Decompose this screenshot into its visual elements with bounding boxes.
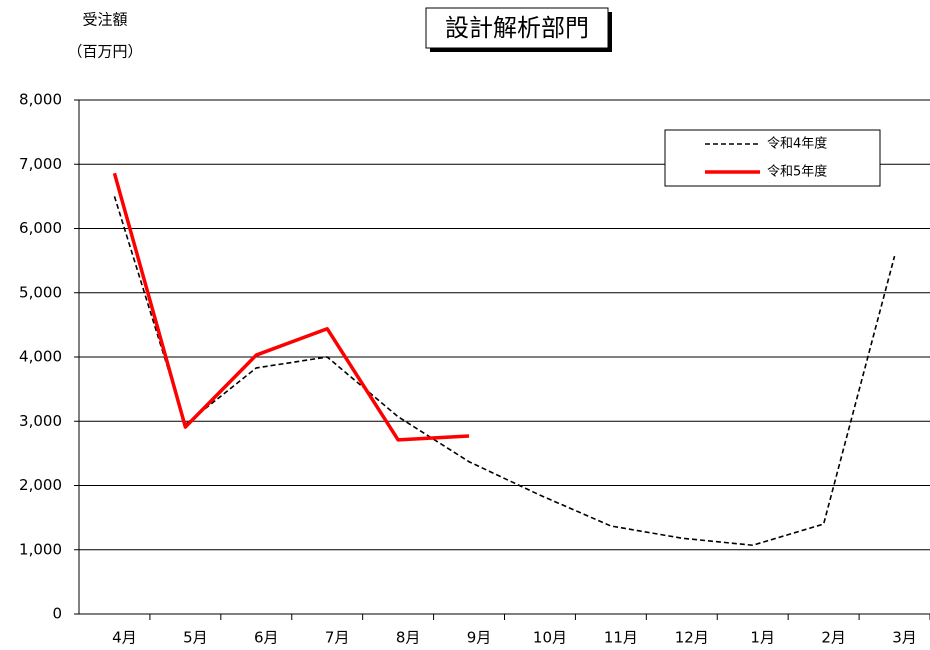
y-tick-label: 0 — [52, 605, 62, 623]
chart-title: 設計解析部門 — [445, 14, 589, 42]
y-tick-label: 5,000 — [19, 283, 62, 301]
x-tick-label: 1月 — [750, 629, 775, 647]
x-tick-label: 3月 — [892, 629, 917, 647]
x-tick-label: 4月 — [112, 629, 137, 647]
y-tick-label: 6,000 — [19, 219, 62, 237]
legend-label: 令和5年度 — [767, 164, 827, 180]
x-tick-label: 7月 — [325, 629, 350, 647]
legend-box — [664, 129, 881, 187]
y-axis-label: （百万円） — [67, 43, 142, 61]
x-tick-label: 8月 — [396, 629, 421, 647]
x-tick-label: 9月 — [467, 629, 492, 647]
y-tick-label: 2,000 — [19, 476, 62, 494]
x-tick-label: 11月 — [604, 629, 638, 647]
y-tick-label: 8,000 — [19, 91, 62, 109]
legend-label: 令和4年度 — [767, 136, 827, 152]
series-line — [113, 196, 896, 547]
y-axis-label: 受注額 — [82, 11, 127, 29]
y-tick-label: 4,000 — [19, 348, 62, 366]
x-tick-label: 12月 — [675, 629, 709, 647]
y-tick-label: 3,000 — [19, 412, 62, 430]
title-box — [425, 7, 609, 49]
x-tick-label: 10月 — [533, 629, 567, 647]
x-tick-label: 5月 — [183, 629, 208, 647]
series-line — [112, 172, 470, 442]
x-tick-label: 2月 — [821, 629, 846, 647]
y-tick-label: 1,000 — [19, 540, 62, 558]
y-tick-label: 7,000 — [19, 155, 62, 173]
x-tick-label: 6月 — [254, 629, 279, 647]
